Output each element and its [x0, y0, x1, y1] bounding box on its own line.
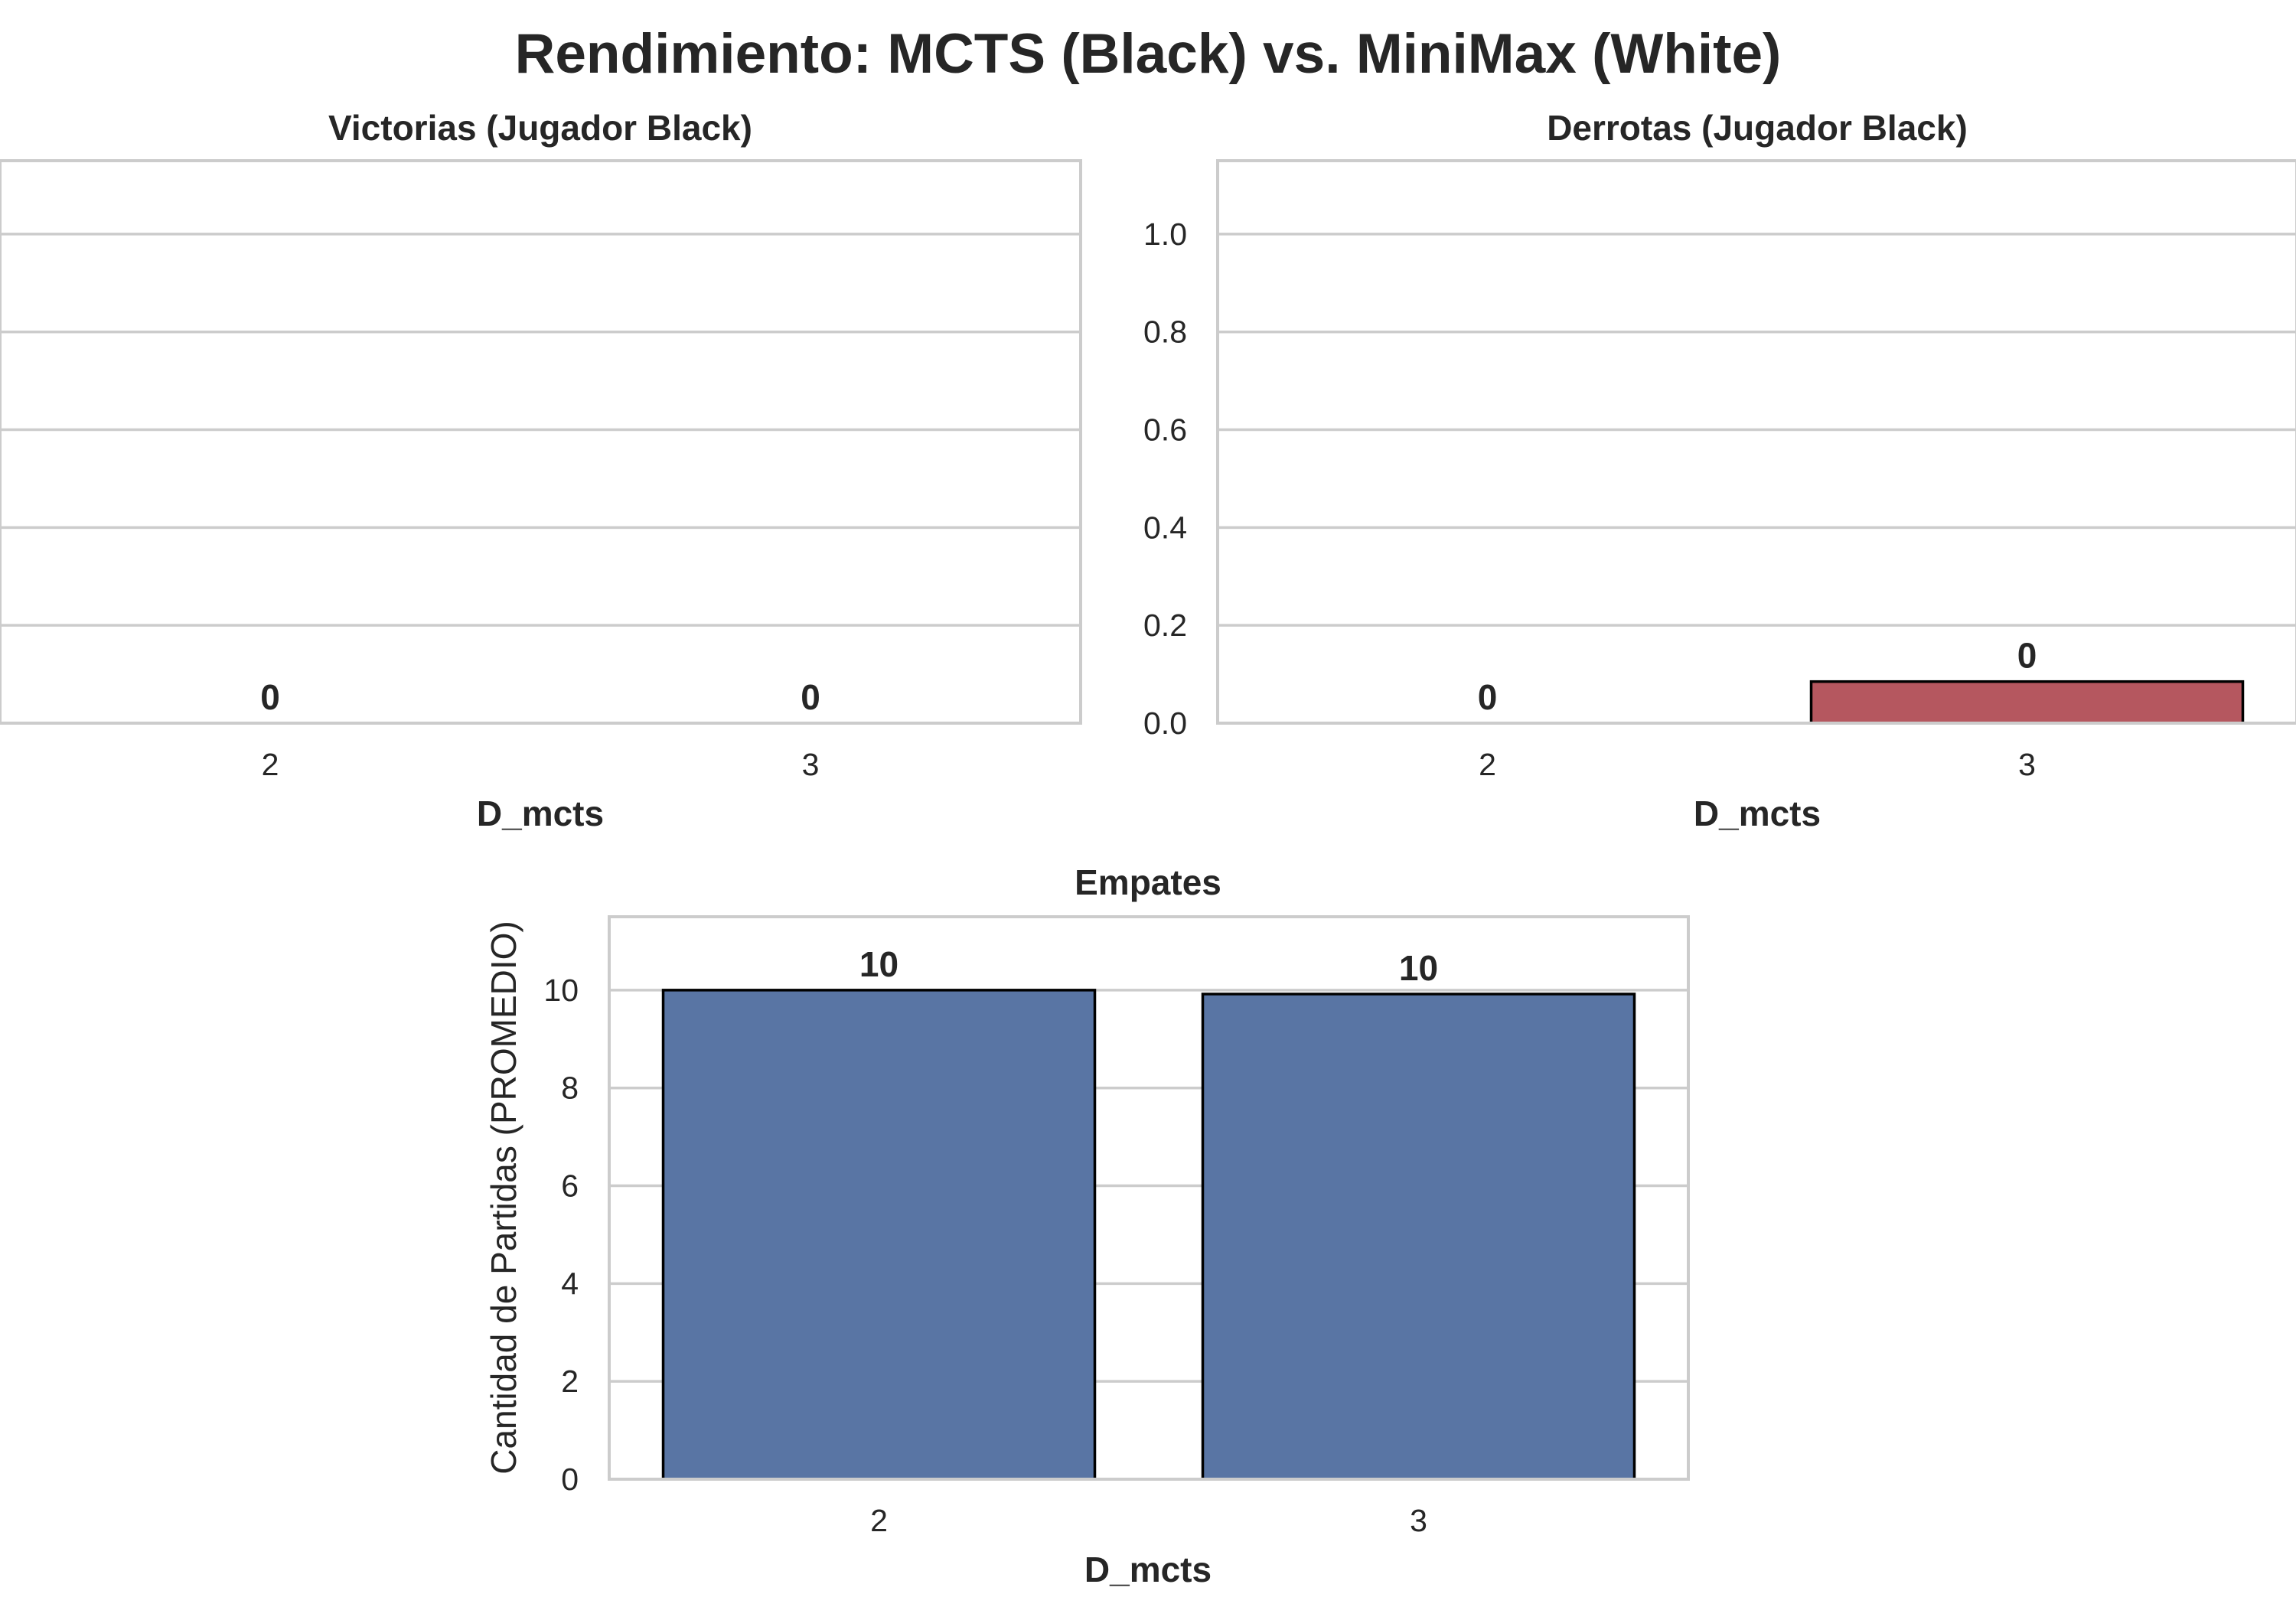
- x-tick-label: 3: [1410, 1503, 1427, 1538]
- y-tick-label: 0.4: [1143, 510, 1187, 545]
- panel-empates-value-labels: 10 10: [859, 944, 1438, 988]
- panel-derrotas-value-labels: 00: [1478, 636, 2037, 717]
- bar: [1201, 993, 1636, 1481]
- bar-value-label: 0: [1478, 677, 1498, 717]
- panel-victorias-title: Victorias (Jugador Black): [328, 108, 752, 148]
- y-tick-label: 10: [543, 973, 579, 1008]
- bar-value-label: 0: [260, 677, 280, 717]
- figure-title: Rendimiento: MCTS (Black) vs. MiniMax (W…: [515, 23, 1782, 85]
- panel-empates-yticks: 0 2 4 6 8 10: [543, 973, 579, 1497]
- panel-empates-title: Empates: [1075, 862, 1221, 902]
- y-tick-label: 0.6: [1143, 412, 1187, 448]
- panel-derrotas-bars: [1809, 680, 2245, 725]
- x-tick-label: 2: [1479, 747, 1496, 782]
- bar: [661, 989, 1097, 1481]
- bar-value-label: 0: [801, 677, 820, 717]
- y-tick-label: 0.2: [1143, 608, 1187, 643]
- y-tick-label: 4: [561, 1266, 579, 1301]
- panel-empates-ylabel: Cantidad de Partidas (PROMEDIO): [484, 921, 523, 1475]
- panel-empates-frame: [608, 915, 1690, 1481]
- x-tick-label: 2: [870, 1503, 888, 1538]
- panel-derrotas-grid: [1218, 233, 2296, 725]
- panel-derrotas-title: Derrotas (Jugador Black): [1547, 108, 1968, 148]
- y-tick-label: 0.0: [1143, 706, 1187, 741]
- bar: [1809, 680, 2245, 725]
- x-tick-label: 2: [262, 747, 279, 782]
- y-tick-label: 0.8: [1143, 315, 1187, 350]
- panel-victorias-grid: [0, 233, 1081, 725]
- panel-derrotas: Derrotas (Jugador Black) 0.0 0.2 0.4 0.6 0.8…: [1143, 108, 2296, 833]
- panel-empates-xlabel: D_mcts: [1084, 1550, 1212, 1589]
- panel-derrotas-xlabel: D_mcts: [1694, 794, 1821, 833]
- y-tick-label: 2: [561, 1364, 579, 1399]
- y-tick-label: 0: [561, 1462, 579, 1497]
- y-tick-label: 1.0: [1143, 217, 1187, 252]
- bar-value-label: 10: [1399, 948, 1438, 988]
- bar-value-label: 0: [2017, 636, 2037, 676]
- x-tick-label: 3: [2018, 747, 2036, 782]
- panel-empates-bars: [661, 989, 1636, 1481]
- y-tick-label: 6: [561, 1169, 579, 1204]
- panel-derrotas-frame: [1216, 159, 2296, 725]
- panel-victorias-xlabel: D_mcts: [477, 794, 604, 833]
- panel-victorias-frame: [0, 159, 1082, 725]
- bar-value-label: 10: [859, 944, 899, 984]
- x-tick-label: 3: [802, 747, 820, 782]
- panel-derrotas-yticks: 0.0 0.2 0.4 0.6 0.8 1.0: [1143, 217, 1187, 741]
- y-tick-label: 8: [561, 1071, 579, 1106]
